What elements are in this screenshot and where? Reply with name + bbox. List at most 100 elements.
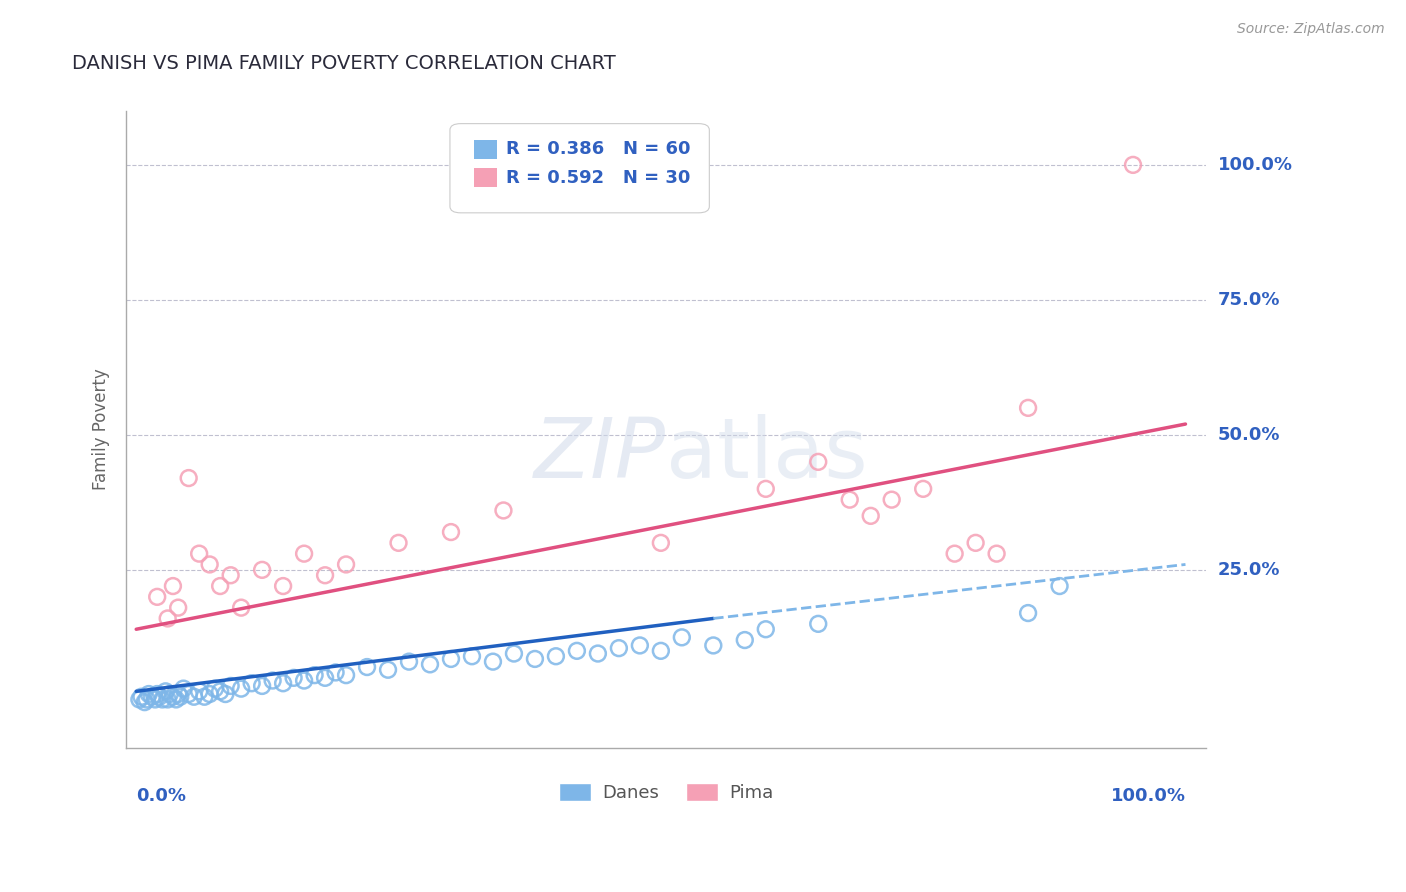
Text: 50.0%: 50.0% xyxy=(1218,425,1279,444)
Point xyxy=(219,568,242,582)
Text: 0.0%: 0.0% xyxy=(136,787,186,805)
Point xyxy=(177,687,200,701)
Text: R = 0.592   N = 30: R = 0.592 N = 30 xyxy=(506,169,690,186)
Point xyxy=(586,647,609,661)
Point xyxy=(250,563,273,577)
Point xyxy=(162,690,184,704)
Point xyxy=(628,639,651,653)
Point xyxy=(156,692,179,706)
Point xyxy=(1122,158,1144,172)
Point xyxy=(292,673,315,688)
Point xyxy=(1049,579,1071,593)
Point xyxy=(671,631,693,645)
Point xyxy=(231,600,253,615)
Point xyxy=(169,690,191,704)
Point xyxy=(177,471,200,485)
Point xyxy=(148,690,170,704)
Point xyxy=(607,641,630,656)
Point xyxy=(141,690,163,704)
Point xyxy=(859,508,882,523)
Point xyxy=(219,679,242,693)
Point xyxy=(986,547,1008,561)
Point xyxy=(734,633,756,648)
Point xyxy=(702,639,724,653)
Point xyxy=(204,681,226,696)
Point xyxy=(292,547,315,561)
FancyBboxPatch shape xyxy=(474,169,498,187)
Point xyxy=(209,684,232,698)
Point xyxy=(440,524,463,539)
Point xyxy=(198,558,221,572)
Point xyxy=(134,695,156,709)
Point xyxy=(880,492,903,507)
Text: 100.0%: 100.0% xyxy=(1218,156,1292,174)
FancyBboxPatch shape xyxy=(474,139,498,159)
Y-axis label: Family Poverty: Family Poverty xyxy=(91,368,110,491)
Point xyxy=(209,579,232,593)
Point xyxy=(356,660,378,674)
Point xyxy=(965,536,987,550)
Text: Source: ZipAtlas.com: Source: ZipAtlas.com xyxy=(1237,22,1385,37)
Point xyxy=(165,692,187,706)
Text: 100.0%: 100.0% xyxy=(1111,787,1185,805)
Text: DANISH VS PIMA FAMILY POVERTY CORRELATION CHART: DANISH VS PIMA FAMILY POVERTY CORRELATIO… xyxy=(72,54,616,72)
Point xyxy=(482,655,505,669)
Point xyxy=(419,657,441,672)
Point xyxy=(250,679,273,693)
Text: R = 0.386   N = 60: R = 0.386 N = 60 xyxy=(506,140,690,158)
Text: 75.0%: 75.0% xyxy=(1218,291,1279,309)
Point xyxy=(172,681,194,696)
Point xyxy=(143,692,166,706)
Point xyxy=(523,652,546,666)
Point xyxy=(387,536,409,550)
Point xyxy=(440,652,463,666)
Point xyxy=(128,692,150,706)
Point xyxy=(398,655,420,669)
Point xyxy=(131,690,153,704)
Point xyxy=(1017,606,1039,620)
Point xyxy=(377,663,399,677)
Point xyxy=(314,671,336,685)
Point xyxy=(231,681,253,696)
Point xyxy=(283,671,305,685)
Point xyxy=(335,668,357,682)
Point xyxy=(755,622,778,636)
Text: atlas: atlas xyxy=(666,415,868,495)
Point xyxy=(162,579,184,593)
Point xyxy=(262,673,284,688)
Point xyxy=(335,558,357,572)
FancyBboxPatch shape xyxy=(450,124,709,213)
Point xyxy=(838,492,860,507)
Text: 25.0%: 25.0% xyxy=(1218,561,1279,579)
Point xyxy=(314,568,336,582)
Point xyxy=(461,649,484,664)
Point xyxy=(271,579,294,593)
Point xyxy=(152,692,174,706)
Point xyxy=(198,687,221,701)
Point xyxy=(544,649,567,664)
Point xyxy=(146,687,169,701)
Point xyxy=(240,676,263,690)
Point xyxy=(159,687,181,701)
Point xyxy=(807,616,830,631)
Point xyxy=(188,684,211,698)
Point xyxy=(492,503,515,517)
Point xyxy=(807,455,830,469)
Point xyxy=(650,536,672,550)
Point xyxy=(943,547,966,561)
Point xyxy=(193,690,215,704)
Legend: Danes, Pima: Danes, Pima xyxy=(551,775,780,809)
Point xyxy=(503,647,526,661)
Point xyxy=(183,690,205,704)
Point xyxy=(565,644,588,658)
Point xyxy=(755,482,778,496)
Point xyxy=(271,676,294,690)
Text: ZIP: ZIP xyxy=(534,415,666,495)
Point xyxy=(167,687,190,701)
Point xyxy=(325,665,347,680)
Point xyxy=(146,590,169,604)
Point xyxy=(167,600,190,615)
Point xyxy=(912,482,935,496)
Point xyxy=(138,687,160,701)
Point xyxy=(214,687,236,701)
